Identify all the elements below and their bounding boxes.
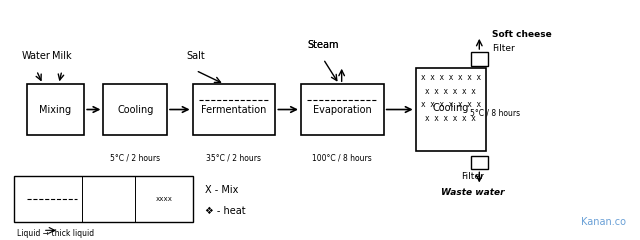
Text: Filter: Filter (492, 44, 515, 53)
Text: Steam: Steam (307, 40, 339, 50)
Bar (193, 84, 275, 135)
Bar (471, 156, 488, 169)
Text: Evaporation: Evaporation (313, 105, 372, 114)
Text: Milk: Milk (52, 51, 72, 61)
Text: x x x x x x x: x x x x x x x (420, 100, 481, 109)
Text: Kanan.co: Kanan.co (581, 217, 626, 227)
Text: X - Mix: X - Mix (205, 185, 239, 195)
Bar (27, 84, 84, 135)
Bar (471, 52, 488, 66)
Text: ❖ - heat: ❖ - heat (205, 206, 246, 216)
Text: x x x x x x x: x x x x x x x (420, 73, 481, 82)
Text: Cooling: Cooling (433, 103, 469, 113)
Text: Fermentation: Fermentation (202, 105, 267, 114)
Text: x x x x x x: x x x x x x (425, 87, 476, 96)
Bar (14, 176, 193, 222)
Text: Waste water: Waste water (441, 188, 505, 197)
Text: Cooling: Cooling (117, 105, 154, 114)
Bar (103, 84, 167, 135)
Bar (301, 84, 384, 135)
Text: Soft cheese: Soft cheese (492, 30, 552, 39)
Text: Liquid → thick liquid: Liquid → thick liquid (17, 229, 95, 238)
Text: Mixing: Mixing (40, 105, 72, 114)
Text: 5°C / 8 hours: 5°C / 8 hours (470, 108, 520, 117)
Text: xxxx: xxxx (156, 196, 173, 202)
Bar (415, 68, 486, 151)
Text: Salt: Salt (186, 51, 205, 61)
Text: 100°C / 8 hours: 100°C / 8 hours (312, 153, 372, 162)
Text: 35°C / 2 hours: 35°C / 2 hours (207, 153, 262, 162)
Text: Water: Water (22, 51, 51, 61)
Text: Steam: Steam (307, 40, 339, 50)
Text: x x x x x x: x x x x x x (425, 114, 476, 123)
Text: 5°C / 2 hours: 5°C / 2 hours (110, 153, 160, 162)
Text: Filter: Filter (461, 172, 484, 181)
